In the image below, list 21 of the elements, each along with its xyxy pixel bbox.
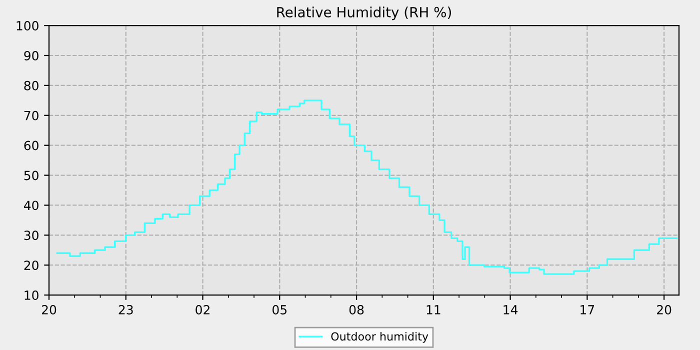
x-tick-label: 02 [196, 304, 210, 314]
x-tick-label: 08 [349, 304, 364, 314]
chart-title: Relative Humidity (RH %) [277, 6, 451, 20]
y-tick-label: 100 [16, 21, 38, 30]
y-tick-label: 80 [24, 80, 38, 90]
y-tick-label: 40 [24, 200, 38, 210]
x-tick-label: 20 [657, 304, 672, 314]
y-tick-label: 10 [24, 290, 38, 300]
y-tick-label: 60 [24, 140, 38, 150]
x-tick-label: 14 [504, 305, 518, 314]
x-tick-label: 20 [42, 304, 56, 314]
x-tick-label: 11 [426, 305, 440, 314]
x-tick-label: 05 [272, 304, 287, 314]
x-tick-label: 23 [118, 304, 133, 314]
y-tick-label: 30 [24, 230, 38, 240]
y-tick-label: 90 [24, 50, 38, 60]
y-tick-label: 70 [24, 110, 38, 120]
x-tick-label: 17 [580, 305, 594, 314]
y-tick-label: 20 [24, 260, 38, 270]
y-tick-label: 50 [24, 170, 38, 180]
legend-label: Outdoor humidity [331, 332, 428, 343]
